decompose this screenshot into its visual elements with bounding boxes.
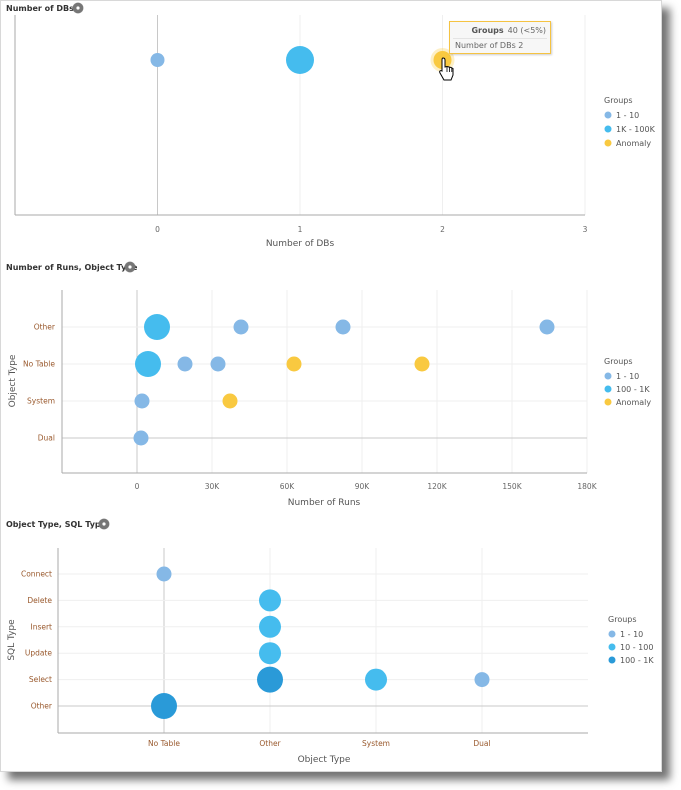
legend-marker	[604, 139, 612, 147]
chart-title: Number of Runs, Object Type	[6, 263, 138, 272]
legend-item[interactable]: 10 - 100	[620, 643, 653, 652]
legend-marker	[604, 125, 612, 133]
legend-marker	[608, 656, 616, 664]
bubble-point[interactable]	[210, 356, 226, 372]
y-category-label: Update	[25, 649, 53, 658]
bubble-point[interactable]	[144, 314, 170, 340]
legend-title: Groups	[604, 96, 633, 105]
tooltip-value: 40 (<5%)	[507, 26, 546, 35]
bubble-point[interactable]	[286, 356, 302, 372]
bubble-point[interactable]	[414, 356, 430, 372]
x-tick-label: 60K	[280, 482, 296, 491]
legend-item[interactable]: Anomaly	[616, 139, 651, 148]
y-axis-title: SQL Type	[7, 619, 17, 661]
bubble-point[interactable]	[259, 642, 281, 665]
x-category-label: No Table	[148, 739, 180, 748]
y-category-label: Other	[34, 323, 56, 332]
x-tick-label: 90K	[355, 482, 371, 491]
legend-marker	[604, 372, 612, 380]
tooltip-label: Groups	[471, 26, 504, 35]
y-category-label: Select	[29, 675, 52, 684]
x-tick-label: 0	[155, 225, 160, 234]
x-tick-label: 30K	[205, 482, 221, 491]
legend-marker	[604, 398, 612, 406]
gear-icon[interactable]	[72, 2, 84, 14]
bubble-point[interactable]	[222, 393, 238, 409]
bubble-point[interactable]	[134, 393, 150, 409]
gear-icon[interactable]	[124, 261, 136, 273]
x-tick-label: 1	[298, 225, 303, 234]
bubble-point[interactable]	[133, 430, 149, 446]
bubble-point[interactable]	[257, 666, 283, 693]
x-tick-label: 180K	[577, 482, 597, 491]
legend-title: Groups	[604, 357, 633, 366]
legend-marker	[604, 385, 612, 393]
legend-item[interactable]: 1 - 10	[616, 372, 639, 381]
bubble-point[interactable]	[177, 356, 193, 372]
y-category-label: Delete	[27, 596, 52, 605]
x-axis-title: Object Type	[298, 755, 351, 765]
bubble-point[interactable]	[233, 319, 249, 335]
legend-marker	[604, 111, 612, 119]
x-axis-title: Number of DBs	[266, 239, 335, 249]
legend-title: Groups	[608, 615, 637, 624]
y-category-label: Dual	[38, 434, 55, 443]
x-tick-label: 150K	[502, 482, 522, 491]
bubble-point[interactable]	[286, 46, 314, 74]
legend-item[interactable]: 1 - 10	[620, 630, 643, 639]
y-category-label: Insert	[30, 622, 52, 631]
y-category-label: System	[27, 397, 55, 406]
x-category-label: Other	[259, 739, 281, 748]
bubble-point[interactable]	[259, 615, 281, 638]
bubble-point[interactable]	[365, 668, 387, 691]
bubble-point[interactable]	[156, 566, 172, 582]
x-category-label: Dual	[473, 739, 490, 748]
chart-title: Object Type, SQL Type	[6, 520, 107, 529]
x-tick-label: 0	[135, 482, 140, 491]
x-tick-label: 2	[440, 225, 445, 234]
bubble-point[interactable]	[539, 319, 555, 335]
legend-marker	[608, 630, 616, 638]
bubble-point[interactable]	[335, 319, 351, 335]
chart-tooltip: Groups 40 (<5%) Number of DBs 2	[449, 21, 551, 54]
legend-item[interactable]: Anomaly	[616, 398, 651, 407]
y-category-label: Connect	[21, 570, 52, 579]
bubble-point[interactable]	[151, 693, 177, 719]
gear-icon[interactable]	[98, 518, 110, 530]
chart-title: Number of DBs	[6, 4, 74, 13]
legend-item[interactable]: 1K - 100K	[616, 125, 656, 134]
y-category-label: No Table	[23, 360, 55, 369]
y-category-label: Other	[31, 702, 53, 711]
bubble-point[interactable]	[474, 672, 490, 688]
bubble-point[interactable]	[135, 351, 161, 377]
x-axis-title: Number of Runs	[288, 498, 361, 508]
x-tick-label: 120K	[427, 482, 447, 491]
legend-item[interactable]: 100 - 1K	[620, 656, 654, 665]
bubble-point[interactable]	[150, 53, 165, 67]
tooltip-row2-value: 2	[518, 41, 524, 50]
hand-cursor-icon	[439, 57, 454, 81]
bubble-point[interactable]	[259, 589, 281, 612]
legend-item[interactable]: 100 - 1K	[616, 385, 650, 394]
x-tick-label: 3	[583, 225, 588, 234]
legend-marker	[608, 643, 616, 651]
legend-item[interactable]: 1 - 10	[616, 111, 639, 120]
tooltip-row2-label: Number of DBs	[455, 41, 516, 50]
x-category-label: System	[362, 739, 390, 748]
y-axis-title: Object Type	[8, 354, 18, 407]
dashboard-panel	[0, 0, 662, 772]
